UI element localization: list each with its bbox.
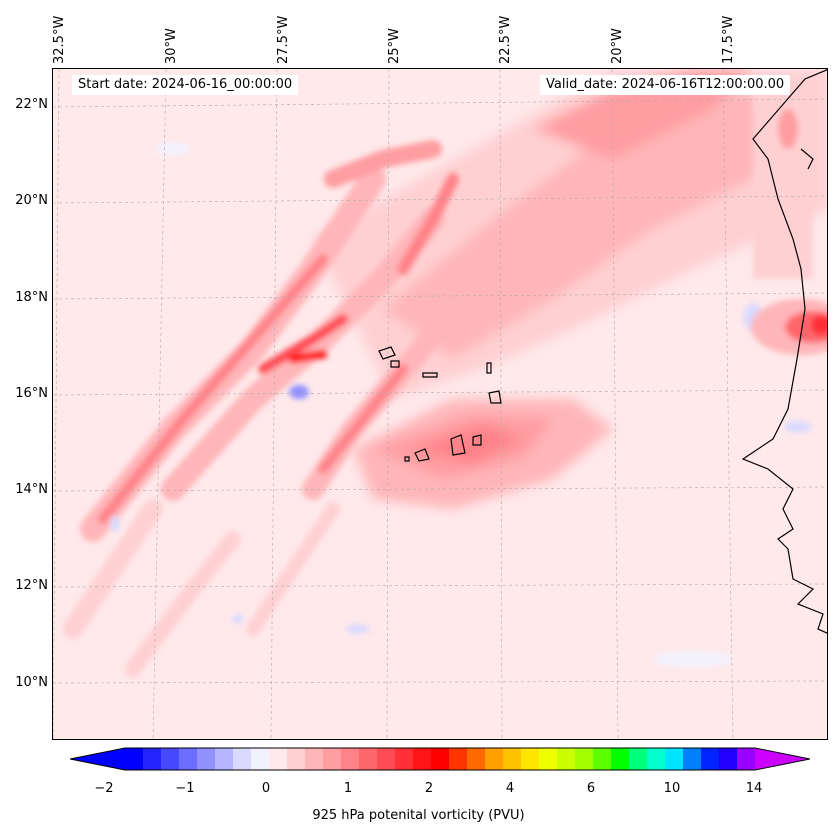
colorbar-tick-label: 1 [343,781,353,796]
graticule [53,69,827,739]
colorbar-segment [557,748,576,770]
lon-label-25w: 25°W [387,28,402,64]
lat-label-20n: 20°N [15,193,48,208]
cape-verde-islands [378,346,502,462]
colorbar-segment [413,748,432,770]
colorbar-segment [683,748,702,770]
colorbar-segment [647,748,666,770]
lat-label-10n: 10°N [15,675,48,690]
colorbar-segment [323,748,342,770]
colorbar-segment [179,748,198,770]
colorbar-segment [593,748,612,770]
colorbar-segment [503,748,522,770]
colorbar-segment [575,748,594,770]
colorbar-segment [539,748,558,770]
colorbar-segment [395,748,414,770]
colorbar-segment [431,748,450,770]
lon-label-30w: 30°W [164,28,179,64]
colorbar-segment [521,748,540,770]
colorbar-tick-label: 6 [586,781,596,796]
colorbar-segment [197,748,216,770]
lon-label-22-5w: 22.5°W [498,15,513,64]
colorbar-over-extension [755,748,810,770]
coastline [741,69,827,634]
colorbar-tick-label: 4 [505,781,515,796]
colorbar-tick-label: 14 [745,781,763,796]
pv-contour-map [53,69,827,739]
colorbar-tick-label: −1 [175,781,195,796]
lon-label-20w: 20°W [610,28,625,64]
lat-label-22n: 22°N [15,97,48,112]
pv-coastal-max [751,89,827,355]
colorbar-segment [701,748,720,770]
pv-plume-south [353,399,613,509]
colorbar-segment [125,748,144,770]
colorbar-segment [737,748,756,770]
colorbar-under-extension [70,748,125,770]
colorbar-segment [269,748,288,770]
colorbar-segment [305,748,324,770]
map-panel [52,68,828,740]
lat-label-18n: 18°N [15,290,48,305]
colorbar-segment [629,748,648,770]
colorbar-segment [341,748,360,770]
colorbar-segment [719,748,738,770]
pv-streaks [63,140,464,677]
colorbar [70,747,810,771]
colorbar-segment [287,748,306,770]
colorbar-segment [215,748,234,770]
colorbar-label: 925 hPa potenital vorticity (PVU) [312,808,525,823]
colorbar-segment [611,748,630,770]
lon-label-17-5w: 17.5°W [721,15,736,64]
colorbar-tick-label: 0 [261,781,271,796]
colorbar-segment [251,748,270,770]
colorbar-outline [70,747,810,771]
colorbar-tick-label: 2 [424,781,434,796]
colorbar-segment [449,748,468,770]
lon-label-27-5w: 27.5°W [276,15,291,64]
colorbar-segment [665,748,684,770]
lat-label-12n: 12°N [15,578,48,593]
pv-negative-areas [110,143,812,667]
lat-label-14n: 14°N [15,482,48,497]
colorbar-segment [161,748,180,770]
colorbar-segment [143,748,162,770]
colorbar-tick-label: 10 [663,781,681,796]
lat-label-16n: 16°N [15,386,48,401]
valid-date-label: Valid_date: 2024-06-16T12:00:00.00 [540,75,791,95]
colorbar-segment [233,748,252,770]
colorbar-segment [467,748,486,770]
colorbar-tick-label: −2 [94,781,114,796]
colorbar-segment [485,748,504,770]
lon-label-32-5w: 32.5°W [52,15,67,64]
colorbar-segment [377,748,396,770]
colorbar-segment [359,748,378,770]
start-date-label: Start date: 2024-06-16_00:00:00 [72,75,299,95]
